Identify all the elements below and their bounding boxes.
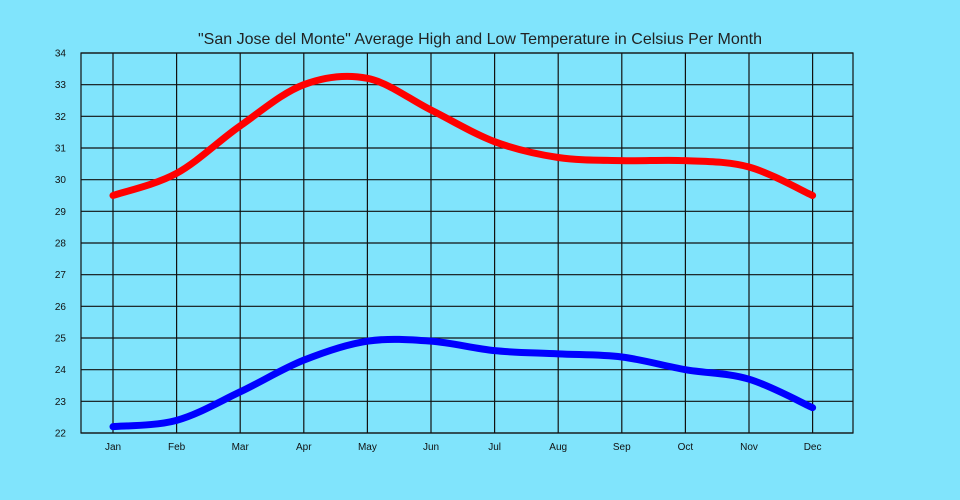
y-tick-label: 33 — [55, 80, 67, 91]
chart-title: "San Jose del Monte" Average High and Lo… — [198, 31, 762, 48]
y-tick-label: 32 — [55, 112, 67, 123]
y-tick-label: 30 — [55, 175, 67, 186]
x-tick-label: Dec — [804, 442, 822, 453]
y-axis-ticks: 22 23 24 25 26 27 28 29 30 31 32 33 34 — [55, 49, 67, 440]
x-tick-label: Sep — [613, 442, 631, 453]
chart-series — [109, 72, 817, 431]
chart-grid — [80, 52, 854, 434]
series-line-low — [109, 335, 817, 431]
x-tick-label: May — [358, 442, 377, 453]
y-tick-label: 25 — [55, 334, 67, 345]
x-axis-ticks: Jan Feb Mar Apr May Jun Jul Aug Sep Oct Nov Dec — [105, 442, 822, 453]
y-tick-label: 28 — [55, 239, 67, 250]
x-tick-label: Jan — [105, 442, 121, 453]
y-tick-label: 23 — [55, 397, 67, 408]
x-tick-label: Nov — [740, 442, 758, 453]
x-tick-label: Jul — [488, 442, 501, 453]
y-tick-label: 29 — [55, 207, 67, 218]
x-tick-label: Apr — [296, 442, 312, 453]
y-tick-label: 31 — [55, 144, 67, 155]
x-tick-label: Mar — [232, 442, 250, 453]
y-tick-label: 26 — [55, 302, 67, 313]
x-tick-label: Jun — [423, 442, 439, 453]
y-tick-label: 22 — [55, 429, 67, 440]
x-tick-label: Feb — [168, 442, 186, 453]
series-line-high — [109, 72, 817, 199]
y-tick-label: 24 — [55, 365, 67, 376]
y-tick-label: 27 — [55, 270, 67, 281]
x-tick-label: Aug — [549, 442, 567, 453]
y-tick-label: 34 — [55, 49, 67, 60]
x-tick-label: Oct — [678, 442, 694, 453]
